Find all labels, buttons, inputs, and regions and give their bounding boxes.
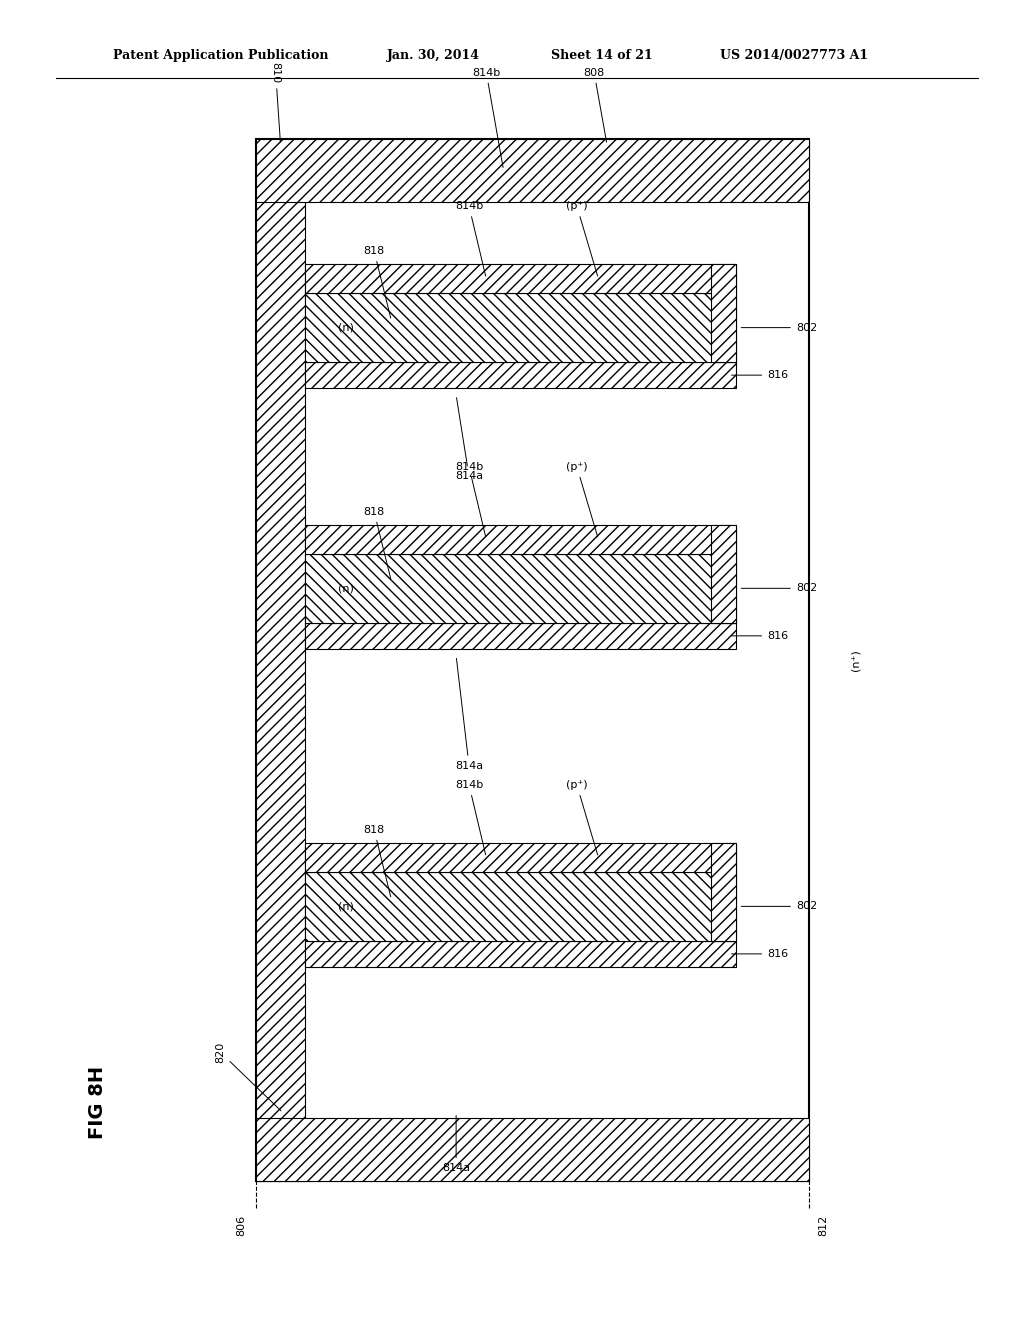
Bar [711,264,736,362]
Text: 802: 802 [741,583,817,593]
Text: 814b: 814b [472,67,503,168]
Text: 818: 818 [364,825,391,896]
Bar [305,554,736,623]
Text: (n): (n) [338,902,354,911]
Text: 806: 806 [237,1214,247,1236]
Text: 818: 818 [364,507,391,578]
Text: US 2014/0027773 A1: US 2014/0027773 A1 [720,49,868,62]
Text: (p⁺): (p⁺) [566,201,598,276]
Text: 820: 820 [215,1041,281,1111]
Text: (p⁺): (p⁺) [566,780,598,855]
Text: 814a: 814a [455,397,483,482]
Bar [305,623,736,649]
Text: 816: 816 [731,370,788,380]
Bar [711,525,736,623]
Text: 816: 816 [731,949,788,958]
Text: 808: 808 [584,67,606,143]
Text: Jan. 30, 2014: Jan. 30, 2014 [387,49,480,62]
Bar [305,941,736,968]
Text: (n): (n) [338,583,354,593]
Text: Sheet 14 of 21: Sheet 14 of 21 [551,49,652,62]
Bar [305,525,736,554]
Text: (n⁺): (n⁺) [850,649,860,671]
Bar [305,873,736,941]
Bar [305,264,736,293]
Text: 802: 802 [741,322,817,333]
Text: 810: 810 [270,62,281,143]
Bar [305,293,736,362]
Text: 814b: 814b [455,780,485,855]
Bar [256,139,809,1181]
Text: 814b: 814b [455,201,485,276]
Text: 814a: 814a [442,1115,470,1173]
Text: (p⁺): (p⁺) [566,462,598,537]
Text: 802: 802 [741,902,817,911]
Bar [256,139,305,1181]
Text: 818: 818 [364,246,391,318]
Text: Patent Application Publication: Patent Application Publication [113,49,328,62]
Text: FIG 8H: FIG 8H [88,1065,106,1139]
Bar [256,139,809,202]
Bar [256,1118,809,1181]
Text: 814a: 814a [455,659,483,771]
Bar [305,362,736,388]
Text: 816: 816 [731,631,788,640]
Text: 812: 812 [818,1214,828,1236]
Text: 814b: 814b [455,462,485,537]
Text: (n): (n) [338,322,354,333]
Bar [305,843,736,873]
Bar [711,843,736,941]
